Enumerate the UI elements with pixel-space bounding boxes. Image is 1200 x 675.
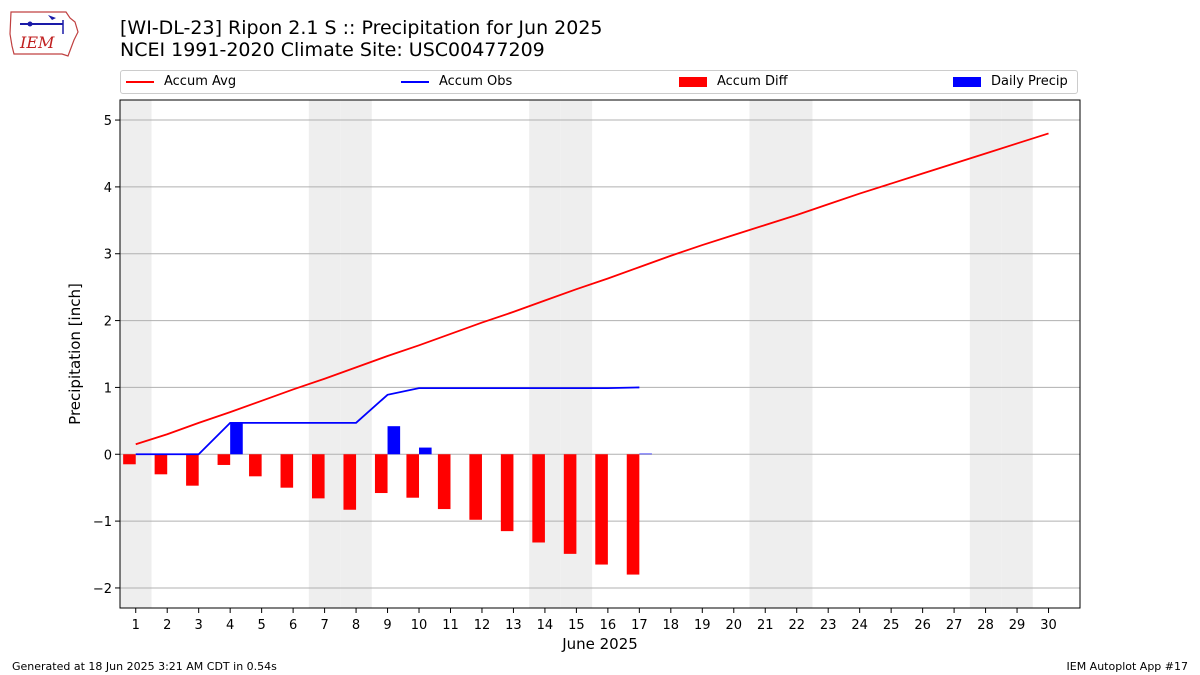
daily-precip-bar [419, 447, 432, 455]
legend-swatch [679, 76, 707, 87]
x-tick-label: 16 [600, 618, 617, 633]
accum-diff-bar [406, 454, 420, 498]
legend-label: Accum Diff [717, 74, 788, 89]
accum-diff-bar [374, 454, 388, 494]
y-tick-label: −2 [93, 582, 112, 597]
logo-text: IEM [19, 33, 55, 52]
x-tick-label: 15 [568, 618, 585, 633]
accum-diff-bar [312, 454, 325, 499]
x-tick-label: 24 [851, 618, 868, 633]
y-tick-label: 3 [104, 248, 112, 263]
x-tick-label: 14 [537, 618, 554, 633]
accum-diff-bar [343, 454, 357, 510]
accum-diff-bar [532, 454, 545, 543]
x-tick-label: 4 [226, 618, 234, 633]
chart-title: [WI-DL-23] Ripon 2.1 S :: Precipitation … [120, 17, 603, 39]
x-tick-label: 17 [631, 618, 648, 633]
x-tick-label: 3 [195, 618, 203, 633]
x-tick-label: 18 [663, 618, 680, 633]
legend-item-daily-precip: Daily Precip [953, 74, 1068, 89]
legend-label: Daily Precip [991, 74, 1068, 89]
x-tick-label: 27 [946, 618, 963, 633]
accum-diff-bar [154, 454, 168, 475]
y-tick-label: 2 [104, 315, 112, 330]
x-tick-label: 11 [442, 618, 459, 633]
weekend-band [340, 100, 372, 608]
x-tick-label: 25 [883, 618, 900, 633]
weekend-band [120, 100, 152, 608]
x-tick-label: 2 [163, 618, 171, 633]
legend-swatch [126, 80, 154, 83]
chart-subtitle: NCEI 1991-2020 Climate Site: USC00477209 [120, 39, 545, 61]
accum-diff-bar [249, 454, 262, 477]
bars [123, 422, 652, 575]
plot-frame [119, 99, 1081, 609]
iowa-state-outline [9, 11, 79, 57]
accum-diff-bar [280, 454, 294, 488]
legend: Accum Avg Accum Obs Accum Diff Daily Pre… [120, 70, 1078, 94]
legend-item-accum-avg: Accum Avg [126, 74, 236, 89]
weekend-bands [120, 100, 1033, 608]
legend-label: Accum Avg [164, 74, 237, 89]
iem-logo: IEM [9, 11, 79, 57]
weekend-band [749, 100, 781, 608]
x-tick-label: 1 [132, 618, 140, 633]
daily-precip-bar [639, 453, 652, 455]
accum-diff-bar [437, 454, 451, 510]
accum-avg-line [135, 132, 1049, 446]
accum-diff-bar [563, 454, 577, 554]
accum-diff-bar [500, 454, 514, 532]
x-tick-label: 9 [383, 618, 391, 633]
x-tick-label: 28 [977, 618, 994, 633]
x-tick-label: 26 [914, 618, 931, 633]
footer-app-text: IEM Autoplot App #17 [1066, 660, 1189, 673]
accum-diff-bar [469, 454, 482, 520]
series-lines [135, 132, 1049, 456]
legend-swatch [401, 80, 429, 83]
daily-precip-bar [387, 426, 401, 455]
x-tick-label: 20 [725, 618, 742, 633]
x-tick-label: 23 [820, 618, 837, 633]
x-tick-label: 12 [474, 618, 491, 633]
accum-diff-bar [217, 454, 231, 465]
accum-diff-bar [626, 454, 640, 575]
y-tick-label: 4 [104, 181, 112, 196]
x-tick-label: 30 [1040, 618, 1057, 633]
legend-label: Accum Obs [439, 74, 513, 89]
x-axis-label: June 2025 [561, 635, 638, 653]
x-tick-label: 5 [257, 618, 265, 633]
footer-generated-text: Generated at 18 Jun 2025 3:21 AM CDT in … [12, 660, 277, 673]
x-tick-label: 10 [411, 618, 428, 633]
legend-item-accum-diff: Accum Diff [679, 74, 788, 89]
y-tick-label: 1 [104, 381, 112, 396]
accum-diff-bar [186, 454, 199, 486]
accum-obs-line [135, 386, 640, 456]
x-tick-label: 21 [757, 618, 774, 633]
x-tick-label: 19 [694, 618, 711, 633]
x-tick-label: 6 [289, 618, 297, 633]
daily-precip-bar [230, 422, 243, 455]
x-tick-label: 7 [320, 618, 328, 633]
x-tick-label: 8 [352, 618, 360, 633]
x-tick-label: 22 [788, 618, 805, 633]
weekend-band [780, 100, 813, 608]
y-tick-label: 5 [104, 114, 112, 129]
weekend-band [308, 100, 341, 608]
y-tick-label: 0 [104, 448, 112, 463]
legend-item-accum-obs: Accum Obs [401, 74, 512, 89]
weekend-band [1001, 100, 1033, 608]
x-tick-label: 29 [1009, 618, 1026, 633]
y-axis-label: Precipitation [inch] [66, 283, 84, 425]
legend-swatch [953, 76, 981, 87]
y-tick-label: −1 [93, 515, 112, 530]
accum-diff-bar [595, 454, 608, 565]
accum-diff-bar [123, 454, 136, 465]
weekend-band [969, 100, 1002, 608]
x-tick-label: 13 [505, 618, 522, 633]
